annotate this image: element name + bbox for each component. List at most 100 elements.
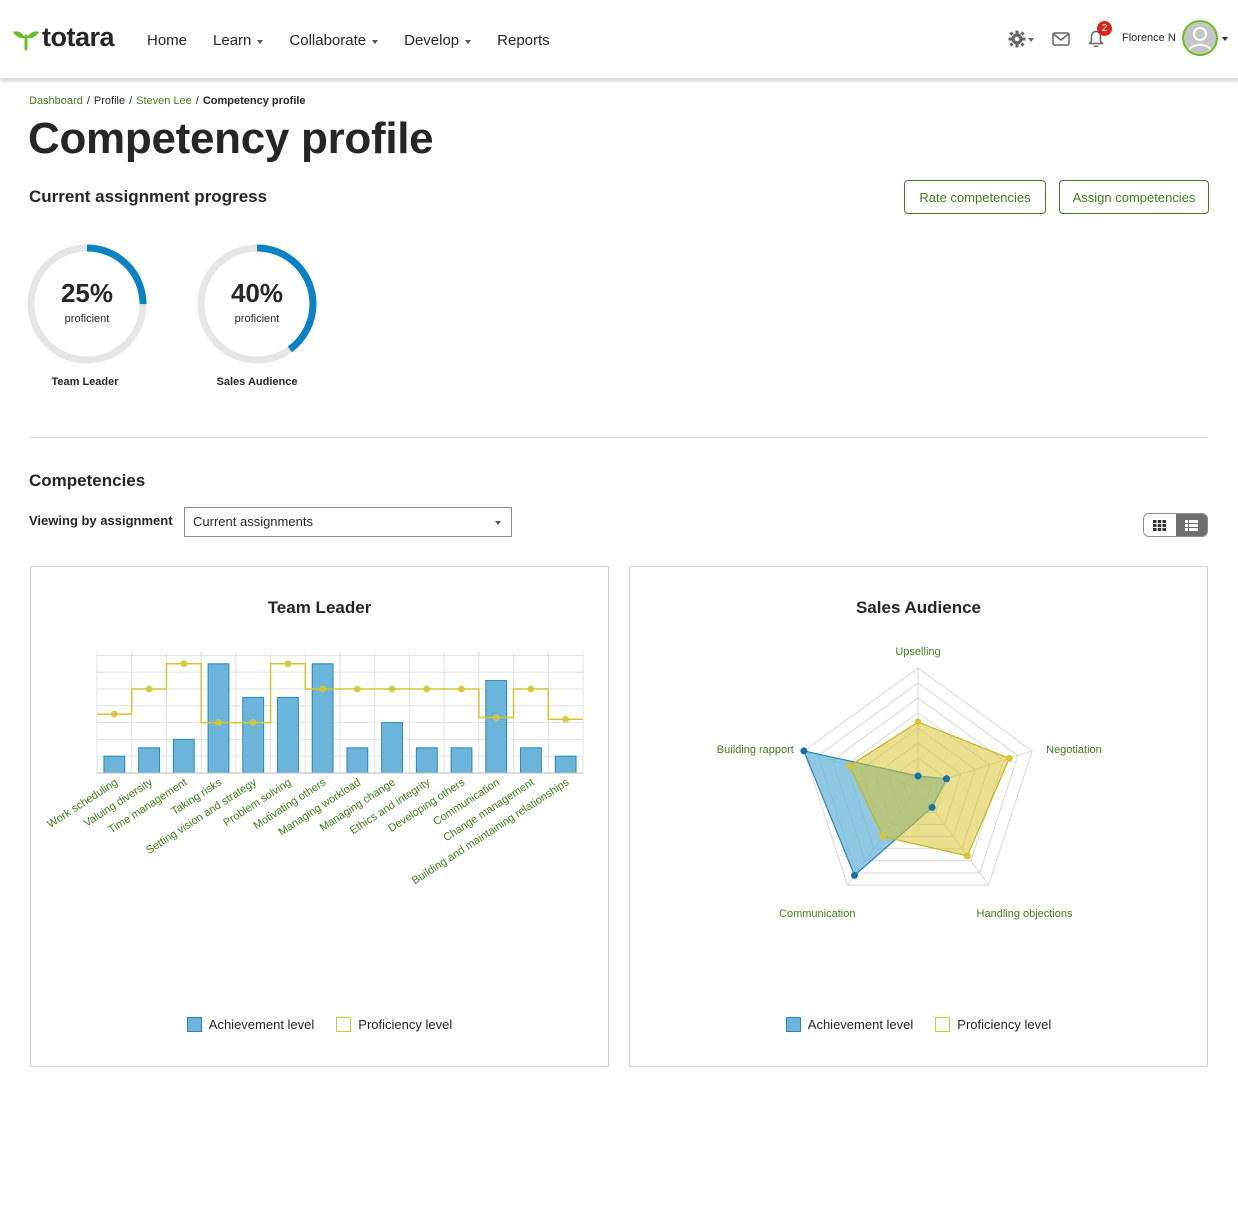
- totara-logo[interactable]: totara: [12, 22, 115, 53]
- legend-achievement[interactable]: Achievement level: [186, 1017, 314, 1032]
- assignment-select[interactable]: Current assignments: [184, 507, 512, 537]
- chevron-down-icon: [1028, 38, 1034, 42]
- breadcrumb-dashboard[interactable]: Dashboard: [29, 95, 83, 107]
- bar-achievement[interactable]: [172, 738, 195, 774]
- rate-competencies-button[interactable]: Rate competencies: [904, 180, 1046, 214]
- proficiency-point[interactable]: [249, 719, 257, 727]
- legend-proficiency[interactable]: Proficiency level: [336, 1017, 452, 1032]
- radar-point-achievement[interactable]: [851, 871, 859, 879]
- chevron-down-icon: [465, 39, 472, 44]
- chevron-down-icon: [257, 39, 264, 44]
- radar-point-proficiency[interactable]: [1005, 754, 1013, 762]
- nav-collaborate-label: Collaborate: [289, 32, 367, 49]
- bar-achievement[interactable]: [103, 755, 126, 774]
- radar-point-proficiency[interactable]: [879, 833, 887, 841]
- grid: [96, 652, 584, 774]
- proficiency-point[interactable]: [492, 714, 500, 722]
- radar-point-proficiency[interactable]: [846, 762, 854, 770]
- radar-point-achievement[interactable]: [914, 772, 922, 780]
- bar-achievement[interactable]: [415, 747, 438, 774]
- radar-point-proficiency[interactable]: [914, 718, 922, 726]
- settings-menu[interactable]: [1008, 30, 1034, 48]
- proficiency-point[interactable]: [319, 685, 327, 693]
- nav-home-label: Home: [147, 32, 188, 49]
- radar-axis-label: Building rapport: [717, 744, 794, 756]
- messages-button[interactable]: [1052, 32, 1070, 46]
- grid-view-button[interactable]: [1144, 514, 1176, 536]
- radar-ring: [803, 667, 1033, 886]
- user-icon: [1187, 27, 1212, 52]
- nav-develop[interactable]: Develop: [404, 32, 472, 49]
- grid-icon: [1153, 519, 1167, 531]
- nav-collaborate[interactable]: Collaborate: [289, 32, 379, 49]
- legend-swatch-achievement: [186, 1017, 202, 1032]
- progress-heading: Current assignment progress: [29, 187, 268, 206]
- progress-donut-sales-audience: 40% proficient: [196, 243, 318, 365]
- nav-reports-label: Reports: [497, 32, 550, 49]
- bar-achievement[interactable]: [277, 696, 299, 774]
- legend-achievement[interactable]: Achievement level: [785, 1017, 913, 1032]
- chart-title: Team Leader: [267, 598, 372, 617]
- page-title: Competency profile: [28, 114, 434, 163]
- bar-achievement[interactable]: [450, 747, 473, 774]
- proficiency-point[interactable]: [110, 710, 118, 718]
- progress-ring: [27, 244, 147, 364]
- proficiency-point[interactable]: [458, 685, 465, 693]
- list-view-button[interactable]: [1175, 514, 1207, 536]
- breadcrumb-current: Competency profile: [202, 95, 306, 107]
- legend-proficiency[interactable]: Proficiency level: [935, 1017, 1051, 1032]
- breadcrumb-separator: /: [195, 95, 199, 107]
- radar-point-achievement[interactable]: [928, 803, 936, 811]
- radar-axis-label: Handling objections: [977, 908, 1074, 920]
- bar-achievement[interactable]: [554, 755, 577, 774]
- radar-point-achievement[interactable]: [800, 747, 808, 755]
- bar-achievement[interactable]: [381, 722, 403, 774]
- bar-achievement[interactable]: [242, 696, 265, 774]
- notification-badge: 2: [1097, 21, 1112, 36]
- nav-learn[interactable]: Learn: [213, 32, 264, 49]
- proficiency-point[interactable]: [180, 660, 188, 668]
- user-menu[interactable]: Florence N: [1122, 20, 1228, 56]
- proficiency-point[interactable]: [145, 685, 153, 693]
- breadcrumb: Dashboard / Profile / Steven Lee / Compe…: [29, 95, 306, 107]
- proficiency-point[interactable]: [215, 719, 222, 727]
- sales-audience-radar-chart: Upselling Negotiation Handling objections C…: [717, 646, 1102, 920]
- avatar: [1181, 20, 1218, 56]
- bar-achievement[interactable]: [520, 747, 542, 774]
- proficiency-point[interactable]: [423, 685, 431, 693]
- header-icons: 2: [1008, 21, 1116, 48]
- nav-home[interactable]: Home: [147, 32, 187, 49]
- bar-achievement[interactable]: [485, 680, 508, 774]
- proficiency-point[interactable]: [388, 685, 396, 693]
- assignment-select-value: Current assignments: [193, 514, 313, 529]
- notifications-button[interactable]: 2: [1088, 21, 1112, 48]
- legend-proficiency-label: Proficiency level: [358, 1017, 453, 1032]
- proficiency-point[interactable]: [353, 685, 361, 693]
- radar-point-achievement[interactable]: [943, 775, 951, 783]
- section-divider: [30, 437, 1208, 438]
- bar-achievement[interactable]: [207, 663, 230, 774]
- assign-competencies-button[interactable]: Assign competencies: [1059, 180, 1209, 214]
- breadcrumb-profile: Profile: [93, 95, 126, 107]
- bar-achievement[interactable]: [311, 663, 334, 774]
- progress-percent: 25%: [60, 278, 114, 308]
- bar-achievement[interactable]: [346, 747, 369, 774]
- breadcrumb-user[interactable]: Steven Lee: [136, 95, 192, 107]
- envelope-icon: [1052, 32, 1070, 46]
- proficiency-step-line: [97, 663, 583, 724]
- progress-ring: [197, 244, 317, 364]
- chevron-down-icon: [495, 521, 501, 525]
- proficiency-point[interactable]: [284, 660, 292, 668]
- competencies-heading: Competencies: [29, 471, 146, 490]
- legend-swatch-proficiency: [336, 1017, 352, 1032]
- bar-achievement[interactable]: [138, 747, 160, 774]
- radar-point-proficiency[interactable]: [963, 852, 971, 860]
- proficiency-point[interactable]: [562, 715, 570, 723]
- nav-learn-label: Learn: [213, 32, 252, 49]
- proficiency-point[interactable]: [527, 685, 535, 693]
- radar-axis-label: Upselling: [895, 646, 940, 658]
- nav-reports[interactable]: Reports: [497, 32, 550, 49]
- team-leader-chart-card: Team Leader Work scheduling Valuing diver…: [30, 566, 609, 1067]
- main-nav: Home Learn Collaborate Develop Reports: [147, 32, 576, 49]
